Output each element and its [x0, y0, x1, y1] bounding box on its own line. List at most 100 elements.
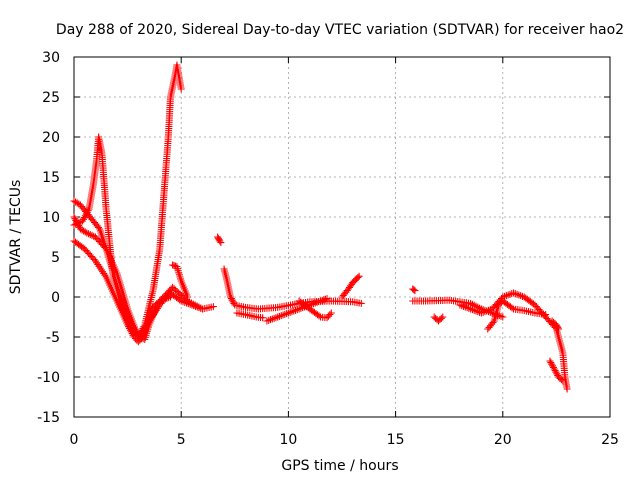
y-tick-label: -15	[37, 410, 60, 426]
data-point	[357, 299, 365, 307]
data-point	[88, 231, 96, 239]
data-point	[552, 368, 560, 376]
data-point	[548, 360, 556, 368]
data-point	[209, 303, 217, 311]
axis-ticks: 0 5 10 15 20 25 -15 -10 -5 0 5 10 15 20 25 30	[37, 50, 619, 448]
x-tick-label: 5	[177, 432, 186, 448]
data-point	[85, 230, 93, 238]
data-point	[94, 223, 102, 231]
y-axis-label: SDTVAR / TECUs	[8, 180, 24, 295]
data-point	[91, 257, 99, 265]
data-point	[508, 304, 516, 312]
data-point	[553, 370, 561, 378]
y-tick-label: 25	[42, 90, 60, 106]
data-point	[542, 311, 550, 319]
y-tick-label: 0	[51, 290, 60, 306]
data-point	[555, 325, 563, 333]
data-point	[318, 296, 326, 304]
data-point	[551, 367, 559, 375]
series-track-h	[233, 309, 267, 322]
data-point	[499, 313, 507, 321]
data-point	[228, 296, 236, 304]
data-point	[227, 293, 235, 301]
chart-title: Day 288 of 2020, Sidereal Day-to-day VTE…	[56, 22, 624, 38]
data-point	[326, 311, 334, 319]
y-tick-label: 5	[51, 250, 60, 266]
series-track-p	[484, 297, 550, 333]
series-track-n	[430, 313, 447, 325]
data-point	[317, 297, 325, 305]
data-point	[489, 319, 497, 327]
data-point	[84, 207, 92, 215]
data-point	[327, 309, 335, 317]
y-tick-label: -5	[46, 330, 60, 346]
data-point	[437, 314, 445, 322]
y-tick-label: 30	[42, 50, 60, 66]
x-tick-label: 0	[70, 432, 79, 448]
series-track-e	[169, 261, 192, 301]
x-tick-label: 15	[387, 432, 405, 448]
series-track-k	[338, 272, 363, 301]
series-track-f	[214, 233, 225, 247]
data-point	[100, 269, 108, 277]
data-point	[72, 220, 80, 228]
data-point	[547, 359, 555, 367]
data-point	[354, 273, 362, 281]
data-point	[94, 261, 102, 269]
plot-frame	[73, 56, 611, 418]
data-point	[410, 286, 418, 294]
data-point	[101, 271, 109, 279]
data-point	[166, 293, 174, 301]
data-point	[73, 219, 81, 227]
y-tick-label: -10	[37, 370, 60, 386]
data-point	[554, 324, 562, 332]
data-point	[320, 296, 328, 304]
data-point	[96, 264, 104, 272]
data-point	[229, 298, 237, 306]
x-tick-label: 25	[601, 432, 619, 448]
y-tick-label: 15	[42, 170, 60, 186]
data-point	[70, 221, 78, 229]
data-point	[546, 357, 554, 365]
series-track-r	[548, 317, 563, 333]
data-point	[177, 85, 185, 93]
data-point	[549, 362, 557, 370]
y-tick-label: 10	[42, 210, 60, 226]
series-track-j	[295, 297, 335, 322]
data-point	[321, 295, 329, 303]
data-point	[217, 239, 225, 247]
data-point	[439, 313, 447, 321]
data-point	[86, 231, 94, 239]
data-point	[93, 259, 101, 267]
series-track-l	[409, 285, 419, 295]
data-point	[550, 365, 558, 373]
data-point	[199, 305, 207, 313]
data-point	[563, 385, 571, 393]
data-point	[95, 262, 103, 270]
data-point	[259, 314, 267, 322]
data-point	[549, 363, 557, 371]
data-point	[559, 377, 567, 385]
x-tick-label: 20	[494, 432, 512, 448]
data-point	[323, 295, 331, 303]
data-point	[216, 237, 224, 245]
x-axis-label: GPS time / hours	[281, 458, 398, 474]
data-point	[99, 268, 107, 276]
series-track-q	[546, 357, 567, 385]
x-tick-label: 10	[279, 432, 297, 448]
data-point	[557, 376, 565, 384]
data-point	[355, 272, 363, 280]
data-point	[184, 293, 192, 301]
data-point	[227, 295, 235, 303]
data-point	[315, 312, 323, 320]
data-points	[70, 61, 571, 393]
y-tick-label: 20	[42, 130, 60, 146]
data-point	[140, 323, 148, 331]
data-point	[97, 266, 105, 274]
data-point	[83, 229, 91, 237]
series-track-d	[70, 61, 185, 341]
data-point	[411, 287, 419, 295]
data-point	[75, 219, 83, 227]
